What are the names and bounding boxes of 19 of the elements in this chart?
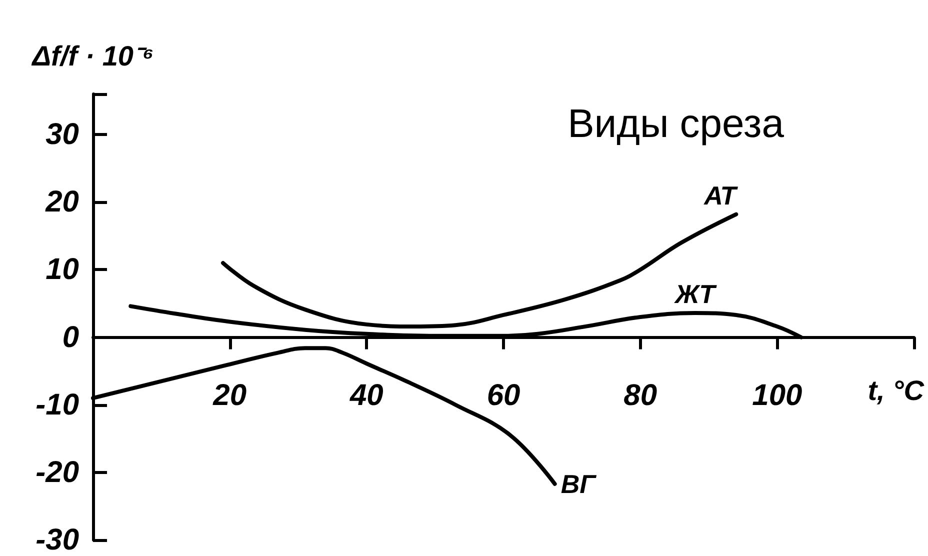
series-label: АТ — [703, 180, 738, 210]
y-tick-label: -10 — [36, 388, 80, 422]
y-axis-title: Δf/f · 10⁻⁶ — [31, 40, 154, 72]
y-tick-label: 30 — [46, 118, 80, 152]
series-label: ВГ — [560, 468, 597, 499]
x-tick-label: 60 — [486, 378, 520, 412]
y-tick-label: 10 — [46, 253, 80, 286]
x-axis-title: t, °C — [868, 374, 925, 406]
x-tick-label: 20 — [212, 378, 247, 412]
y-tick-label: 0 — [62, 320, 80, 354]
series-label: ЖТ — [673, 278, 718, 309]
x-tick-label: 80 — [624, 378, 658, 412]
y-tick-label: 20 — [44, 186, 80, 219]
y-tick-label: -20 — [36, 456, 80, 489]
line-series — [220, 212, 738, 328]
x-tick-label: 100 — [752, 378, 803, 412]
x-tick-label: 40 — [348, 378, 384, 412]
annotation: Виды среза — [568, 102, 785, 146]
y-tick-label: -30 — [36, 524, 80, 556]
